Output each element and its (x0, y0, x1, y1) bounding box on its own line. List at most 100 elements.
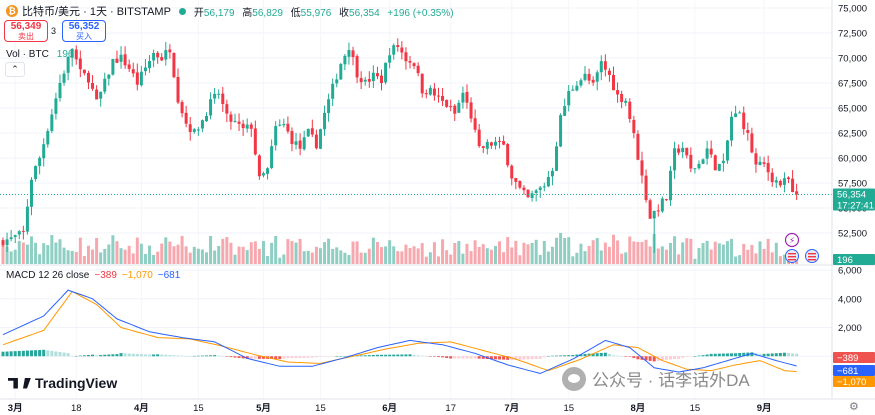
macd-legend[interactable]: MACD 12 26 close −389 −1,070 −681 (6, 270, 180, 281)
settings-gear-icon[interactable]: ⚙ (849, 401, 859, 413)
macd-hist-bar (371, 354, 375, 357)
candle-body (457, 102, 461, 113)
macd-hist-bar (111, 354, 115, 357)
volume-legend[interactable]: Vol · BTC 196 (6, 49, 73, 60)
candle-body (21, 230, 25, 232)
macd-hist-bar (25, 350, 29, 357)
us-flag-stripe (788, 259, 796, 261)
candle-body (709, 148, 713, 155)
macd-hist-bar (335, 356, 339, 357)
macd-hist-bar (742, 352, 746, 357)
volume-bar (563, 238, 567, 264)
macd-hist-bar (428, 356, 432, 357)
volume-bar (424, 256, 428, 264)
volume-bar (327, 238, 331, 264)
macd-hist-bar (17, 350, 21, 357)
volume-bar (644, 239, 648, 264)
macd-hist-bar (34, 350, 38, 357)
macd-hist-bar (172, 355, 176, 357)
macd-hist-bar (42, 349, 46, 357)
symbol-title[interactable]: 比特币/美元 · 1天 · BITSTAMP (22, 6, 171, 18)
macd-hist-bar (473, 356, 477, 359)
volume-bar (412, 246, 416, 264)
macd-hist-bar (725, 353, 729, 357)
event-markers: ⚡ (784, 232, 819, 263)
candle-body (485, 141, 489, 149)
volume-legend-label: Vol · BTC (6, 49, 49, 60)
volume-bar (616, 240, 620, 264)
volume-bar (538, 254, 542, 264)
volume-bar (1, 243, 5, 264)
volume-bar (278, 257, 282, 264)
candle-body (205, 115, 208, 122)
macd-hist-bar (400, 354, 404, 357)
candle-body (607, 70, 611, 75)
macd-hist-bar (734, 353, 738, 357)
volume-bar (404, 244, 408, 264)
candle-body (563, 106, 567, 116)
macd-hist-bar (135, 353, 139, 357)
volume-bar (542, 240, 546, 264)
candle-body (738, 112, 742, 114)
macd-main-line (2, 289, 797, 375)
candle-body (95, 89, 99, 100)
macd-hist-bar (282, 356, 286, 359)
macd-hist-bar (290, 356, 294, 359)
macd-hist-bar (221, 356, 225, 357)
macd-hist-bar (620, 356, 624, 357)
volume-bar (612, 234, 615, 264)
candle-body (74, 49, 78, 60)
macd-hist-bar (343, 356, 347, 357)
candle-body (453, 105, 457, 114)
volume-bar (428, 252, 432, 264)
time-tick-label: 6月 (382, 403, 397, 414)
macd-line-value: −681 (157, 270, 181, 281)
tradingview-logo-text: TradingView (35, 375, 118, 391)
volume-bar (758, 241, 762, 264)
tradingview-logo[interactable]: TradingView (8, 375, 117, 391)
time-tick-label: 17 (445, 403, 456, 414)
volume-bar (13, 249, 17, 264)
macd-hist-bar (693, 356, 697, 357)
collapse-legend-button[interactable]: ⌃ (5, 62, 25, 77)
macd-hist-bar (50, 350, 54, 357)
macd-hist-bar (257, 356, 261, 359)
volume-bar (107, 244, 111, 264)
volume-bar (17, 240, 21, 264)
lightning-icon (784, 232, 800, 248)
volume-bar (270, 242, 274, 264)
macd-hist-bar (200, 355, 204, 357)
volume-bar (131, 253, 135, 264)
candle-body (616, 90, 620, 95)
macd-hist-bar (567, 355, 571, 357)
volume-bar (225, 237, 229, 264)
candle-body (624, 100, 628, 103)
volume-bar (384, 246, 388, 264)
macd-hist-bar (396, 354, 400, 357)
candle-body (408, 61, 412, 63)
macd-hist-bar (701, 355, 705, 357)
macd-hist-bar (595, 353, 599, 357)
volume-bar (742, 243, 746, 264)
macd-line-label (833, 365, 875, 376)
volume-value-label (833, 254, 875, 265)
macd-hist-bar (339, 356, 343, 357)
volume-bar (42, 243, 46, 264)
macd-hist-bar (306, 356, 310, 358)
volume-bar (546, 251, 550, 264)
candle-body (436, 95, 440, 97)
macd-hist-bar (624, 356, 628, 357)
sell-button[interactable]: 56,349 卖出 (4, 20, 48, 42)
sell-price: 56,349 (10, 21, 42, 32)
volume-bar (318, 248, 322, 264)
candle-body (538, 187, 542, 190)
candle-body (327, 99, 331, 114)
candle-body (400, 47, 404, 53)
macd-hist-bar (213, 355, 217, 357)
candle-body (587, 73, 591, 81)
buy-button[interactable]: 56,352 买入 (62, 20, 106, 42)
macd-hist-bar (176, 355, 180, 357)
macd-hist-bar (355, 355, 359, 357)
macd-hist-bar (21, 350, 25, 357)
